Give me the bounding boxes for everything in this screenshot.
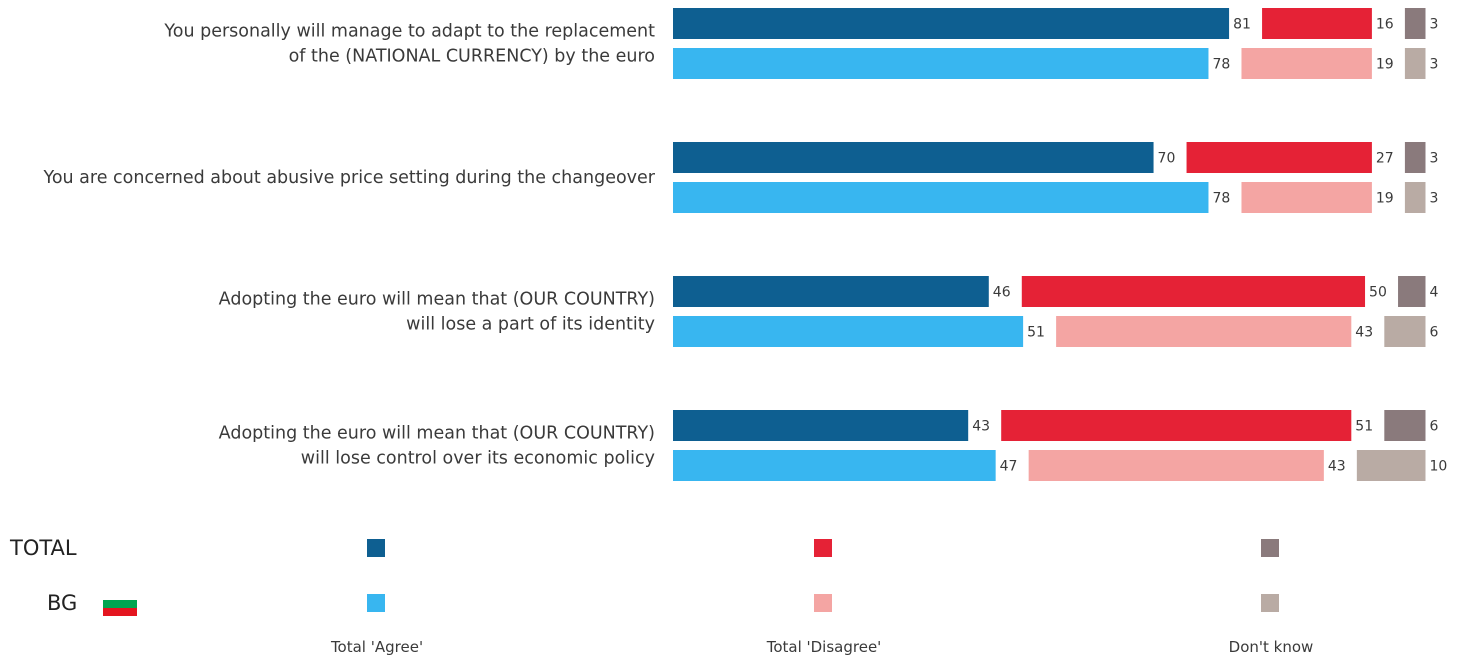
bar-bg-dont-know [1356,450,1426,481]
bar-bg-agree [673,450,996,481]
legend-swatch-bg-dont-know [1261,594,1279,612]
legend-swatch-total-disagree [814,539,832,557]
question-label: You personally will manage to adapt to t… [163,22,655,67]
bar-bg-agree [673,182,1209,213]
value-label-total-agree: 46 [993,285,1011,301]
legend-swatch-total-agree [367,539,385,557]
value-label-total-disagree: 16 [1376,17,1394,33]
legend-label-disagree: Total 'Disagree' [766,638,882,656]
bar-bg-disagree [1241,182,1372,213]
bar-bg-agree [673,48,1209,79]
bar-bg-agree [673,316,1024,347]
bar-total-dont-know [1404,8,1426,39]
legend-swatch-total-dont-know [1261,539,1279,557]
bar-total-disagree [1186,142,1372,173]
value-label-total-agree: 70 [1158,151,1176,167]
value-label-total-disagree: 51 [1355,419,1373,435]
value-label-bg-disagree: 19 [1376,191,1394,207]
bar-bg-dont-know [1384,316,1426,347]
legend-swatch-bg-disagree [814,594,832,612]
legend-row-bg: BG [47,591,78,615]
legend-label-agree: Total 'Agree' [330,638,424,656]
value-label-bg-dont-know: 3 [1430,191,1439,207]
bar-total-disagree [1021,276,1366,307]
value-label-bg-disagree: 43 [1355,325,1373,341]
value-label-total-dont-know: 3 [1430,17,1439,33]
bar-total-agree [673,276,989,307]
bar-total-disagree [1001,410,1352,441]
value-label-bg-agree: 78 [1212,57,1230,73]
value-label-bg-disagree: 19 [1376,57,1394,73]
bar-total-disagree [1262,8,1372,39]
value-label-total-disagree: 50 [1369,285,1387,301]
value-label-total-disagree: 27 [1376,151,1394,167]
question-label: Adopting the euro will mean that (OUR CO… [219,424,655,469]
bar-total-agree [673,410,969,441]
bar-bg-disagree [1241,48,1372,79]
bar-bg-dont-know [1404,182,1426,213]
value-label-total-agree: 81 [1233,17,1251,33]
value-label-total-dont-know: 6 [1430,419,1439,435]
question-label: Adopting the euro will mean that (OUR CO… [219,290,655,335]
value-label-total-dont-know: 3 [1430,151,1439,167]
bar-bg-disagree [1056,316,1352,347]
value-label-bg-disagree: 43 [1328,459,1346,475]
bar-total-dont-know [1398,276,1426,307]
value-label-bg-dont-know: 6 [1430,325,1439,341]
value-label-bg-agree: 78 [1212,191,1230,207]
value-label-bg-dont-know: 10 [1430,459,1448,475]
value-label-bg-dont-know: 3 [1430,57,1439,73]
bar-total-agree [673,142,1154,173]
stacked-bar-chart: You personally will manage to adapt to t… [42,8,1448,481]
value-label-total-dont-know: 4 [1430,285,1439,301]
legend-swatch-bg-agree [367,594,385,612]
legend-label-dont-know: Don't know [1228,638,1314,656]
bar-bg-disagree [1028,450,1324,481]
legend-row-total: TOTAL [10,536,77,560]
value-label-bg-agree: 47 [1000,459,1018,475]
bar-total-agree [673,8,1230,39]
bar-bg-dont-know [1404,48,1426,79]
value-label-bg-agree: 51 [1027,325,1045,341]
bar-total-dont-know [1404,142,1426,173]
question-label: You are concerned about abusive price se… [42,168,655,188]
bulgaria-flag-icon [103,592,137,616]
value-label-total-agree: 43 [972,419,990,435]
bar-total-dont-know [1384,410,1426,441]
